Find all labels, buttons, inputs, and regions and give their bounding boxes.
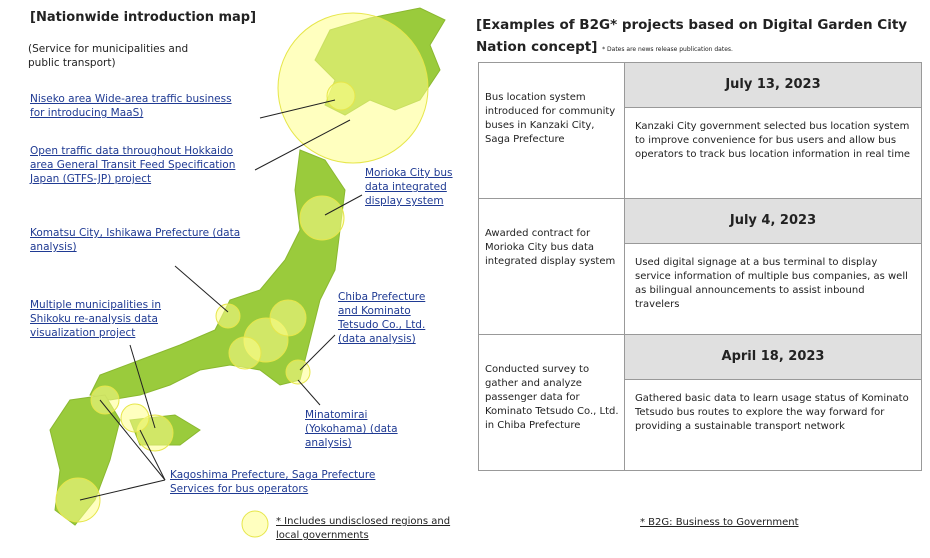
table-row: Used digital signage at a bus terminal t… (479, 243, 922, 335)
projects-table: Bus location system introduced for commu… (478, 61, 922, 471)
map-label: Chiba Prefecture and Kominato Tetsudo Co… (338, 291, 426, 345)
map-label: Komatsu City, Ishikawa Prefecture (data … (30, 227, 241, 253)
table-row: Awarded contract for Morioka City bus da… (478, 197, 922, 335)
projects-title-text: [Examples of B2G* projects based on Digi… (476, 17, 908, 55)
table-row: Conducted survey to gather and analyze p… (478, 333, 922, 471)
map-label: Open traffic data throughout Hokkaido ar… (30, 145, 236, 185)
row-date: April 18, 2023 (624, 333, 922, 381)
projects-title: [Examples of B2G* projects based on Digi… (476, 14, 926, 61)
map-label: Kagoshima Prefecture, Saga Prefecture Se… (170, 469, 376, 495)
map-label: Minatomirai (Yokohama) (data analysis) (305, 409, 398, 449)
footnote: * B2G: Business to Government (640, 517, 799, 528)
map-label: Multiple municipalities in Shikoku re-an… (30, 299, 161, 339)
map-title: [Nationwide introduction map] (30, 10, 257, 25)
row-date: July 13, 2023 (624, 61, 922, 109)
map-subtitle: (Service for municipalities and public t… (28, 43, 189, 69)
row-summary: Awarded contract for Morioka City bus da… (478, 198, 625, 335)
row-summary: Conducted survey to gather and analyze p… (478, 334, 625, 471)
map-label: Morioka City bus data integrated display… (365, 167, 453, 207)
row-detail: Used digital signage at a bus terminal t… (624, 243, 922, 335)
table-row: Gathered basic data to learn usage statu… (479, 379, 922, 471)
table-row: Kanzaki City government selected bus loc… (479, 107, 922, 199)
row-date: July 4, 2023 (624, 197, 922, 245)
map-legend: * Includes undisclosed regions and local… (276, 516, 451, 541)
japan-map (49, 7, 446, 538)
row-summary: Bus location system introduced for commu… (478, 62, 625, 199)
row-detail: Kanzaki City government selected bus loc… (624, 107, 922, 199)
map-label: Niseko area Wide-area traffic business f… (30, 93, 232, 119)
projects-note: * Dates are news release publication dat… (602, 46, 733, 53)
table-row: Bus location system introduced for commu… (478, 61, 922, 199)
row-detail: Gathered basic data to learn usage statu… (624, 379, 922, 471)
